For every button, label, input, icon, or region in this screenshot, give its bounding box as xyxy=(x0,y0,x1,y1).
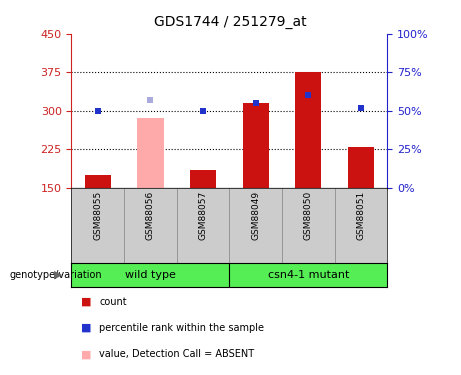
Text: value, Detection Call = ABSENT: value, Detection Call = ABSENT xyxy=(99,350,254,359)
Text: ■: ■ xyxy=(81,323,91,333)
Text: GSM88055: GSM88055 xyxy=(93,191,102,240)
Text: csn4-1 mutant: csn4-1 mutant xyxy=(267,270,349,280)
Bar xyxy=(348,147,374,188)
Text: GSM88051: GSM88051 xyxy=(356,191,366,240)
Text: wild type: wild type xyxy=(125,270,176,280)
Bar xyxy=(295,72,321,188)
Bar xyxy=(85,175,111,188)
Text: ▶: ▶ xyxy=(54,270,62,280)
Bar xyxy=(242,103,269,188)
Bar xyxy=(137,118,164,188)
Text: ■: ■ xyxy=(81,350,91,359)
Text: ■: ■ xyxy=(81,297,91,307)
Text: GDS1744 / 251279_at: GDS1744 / 251279_at xyxy=(154,15,307,29)
Bar xyxy=(190,170,216,188)
Text: GSM88056: GSM88056 xyxy=(146,191,155,240)
Text: genotype/variation: genotype/variation xyxy=(9,270,102,280)
Text: GSM88057: GSM88057 xyxy=(199,191,207,240)
Text: count: count xyxy=(99,297,127,307)
Text: percentile rank within the sample: percentile rank within the sample xyxy=(99,323,264,333)
Text: GSM88049: GSM88049 xyxy=(251,191,260,240)
Text: GSM88050: GSM88050 xyxy=(304,191,313,240)
